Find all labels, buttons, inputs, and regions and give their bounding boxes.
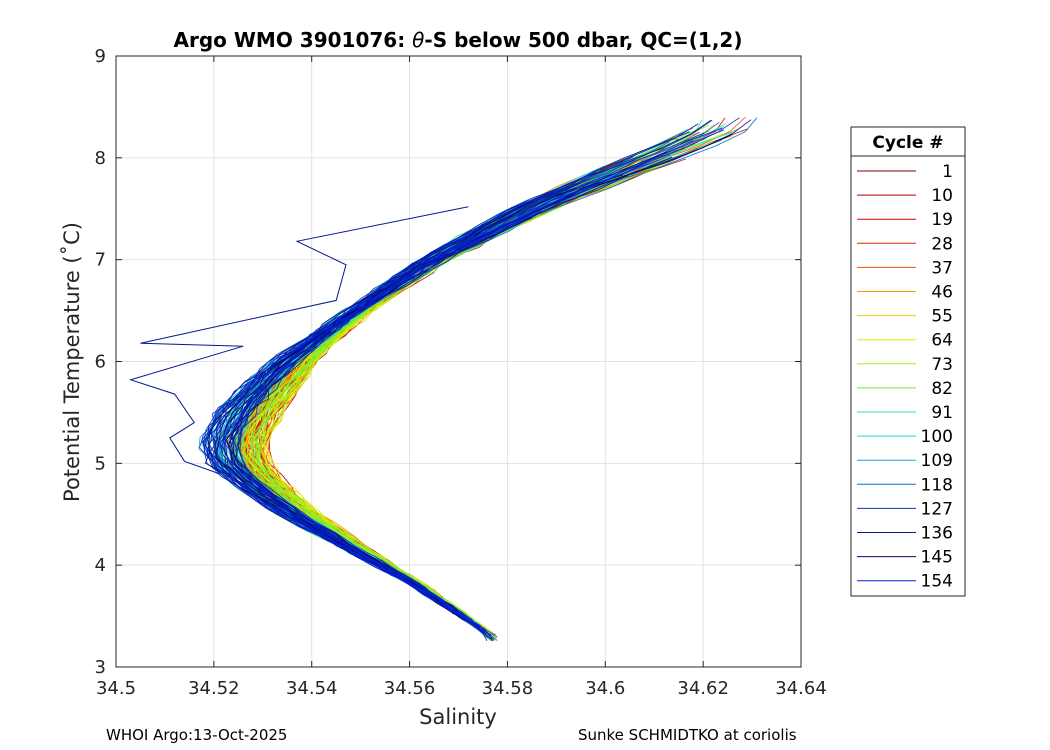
legend-entry-label: 109 [921,451,953,471]
x-tick-label: 34.6 [585,678,625,699]
legend-entry-label: 73 [931,355,953,375]
profile-line [239,140,693,613]
x-tick-label: 34.58 [482,678,534,699]
y-tick-label: 6 [95,352,106,373]
footer-left: WHOI Argo:13-Oct-2025 [106,726,287,744]
x-axis-label: Salinity [419,705,497,729]
profile-line [219,172,594,636]
footer-right: Sunke SCHMIDTKO at coriolis [578,726,797,744]
chart-title: Argo WMO 3901076: θ-S below 500 dbar, QC… [174,28,743,52]
x-tick-label: 34.54 [286,678,338,699]
legend-entry-label: 82 [931,379,953,399]
legend-entry-label: 100 [921,427,953,447]
axis-ticks: 34.5 34.52 34.54 34.56 34.58 34.6 34.62 34.64 3 4… [95,46,827,699]
x-tick-label: 34.52 [188,678,240,699]
profile-line [209,177,620,628]
legend-entry-label: 19 [931,210,953,230]
profile-lines [129,116,758,642]
x-tick-label: 34.64 [775,678,827,699]
profile-line [223,129,725,642]
x-tick-label: 34.62 [677,678,729,699]
legend-entry-label: 10 [931,186,953,206]
legend-entry-label: 37 [931,258,953,278]
anomaly-profile-line [129,206,469,474]
legend: Cycle # 1 10 19 28 37 46 55 64 73 82 91 100 109 118 12… [850,126,966,597]
profile-line [237,212,511,632]
profile-line [221,123,699,628]
legend-entry-label: 154 [921,572,953,592]
legend-entry-label: 28 [931,234,953,254]
profile-line [235,175,629,619]
legend-entry-label: 136 [921,524,953,544]
x-tick-label: 34.5 [96,678,136,699]
legend-entry-label: 55 [931,307,953,327]
legend-entry-label: 46 [931,283,953,303]
profile-line [232,131,690,615]
y-tick-label: 3 [95,657,106,678]
y-tick-label: 4 [95,555,106,576]
legend-entry-label: 1 [942,162,953,182]
y-tick-label: 7 [95,250,106,271]
legend-box [850,126,966,597]
legend-entry-label: 145 [921,548,953,568]
y-axis-label: Potential Temperature (˚C) [60,222,84,502]
legend-entry-label: 91 [931,403,953,423]
y-tick-label: 5 [95,453,106,474]
legend-entry-label: 127 [921,499,953,519]
legend-title: Cycle # [872,133,943,153]
y-tick-label: 9 [95,46,106,67]
x-tick-label: 34.56 [384,678,436,699]
legend-entry-label: 64 [931,331,953,351]
profile-line [202,158,652,640]
y-tick-label: 8 [95,148,106,169]
legend-entry-label: 118 [921,475,953,495]
